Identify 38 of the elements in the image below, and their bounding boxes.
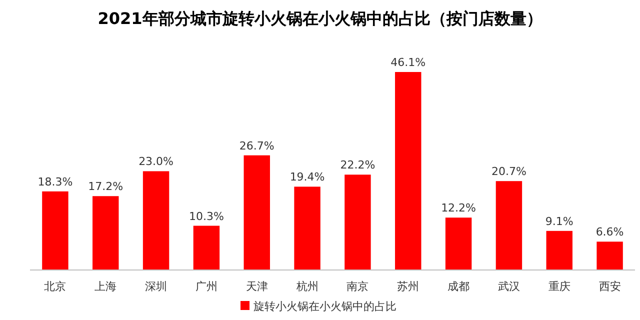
bar <box>344 174 371 270</box>
data-label: 12.2% <box>441 202 476 215</box>
bar <box>596 242 623 270</box>
data-label: 6.6% <box>596 226 624 239</box>
data-label: 10.3% <box>188 210 224 223</box>
x-tick-label: 西安 <box>598 280 621 293</box>
x-tick-label: 武汉 <box>498 280 520 293</box>
chart-title: 2021年部分城市旋转小火锅在小火锅中的占比（按门店数量） <box>98 9 542 28</box>
x-tick-label: 苏州 <box>397 280 420 293</box>
data-label: 23.0% <box>138 155 174 168</box>
x-tick-label: 广州 <box>195 280 218 293</box>
bar <box>92 196 119 270</box>
bar <box>244 155 270 270</box>
bar <box>193 226 220 270</box>
x-tick-label: 成都 <box>448 280 470 293</box>
x-tick-label: 上海 <box>94 280 117 293</box>
bar <box>142 171 170 270</box>
data-label: 18.3% <box>38 175 73 188</box>
x-tick-label: 南京 <box>346 280 369 293</box>
x-tick-label: 杭州 <box>295 280 318 293</box>
x-tick-label: 深圳 <box>145 280 168 293</box>
data-label: 26.7% <box>239 139 274 152</box>
bar <box>546 230 572 270</box>
data-label: 9.1% <box>545 214 574 228</box>
x-tick-label: 北京 <box>44 280 66 293</box>
bar <box>445 218 472 270</box>
data-label: 22.2% <box>340 158 376 172</box>
data-label: 20.7% <box>491 165 526 178</box>
bar <box>496 181 522 270</box>
x-tick-label: 天津 <box>246 280 268 293</box>
data-label: 19.4% <box>290 170 325 184</box>
legend-label: 旋转小火锅在小火锅中的占比 <box>254 300 396 313</box>
data-label: 17.2% <box>88 180 124 194</box>
x-tick-label: 重庆 <box>548 280 570 293</box>
data-label: 46.1% <box>390 56 426 69</box>
bar <box>294 186 320 270</box>
bar <box>42 191 68 270</box>
bar <box>395 72 422 270</box>
